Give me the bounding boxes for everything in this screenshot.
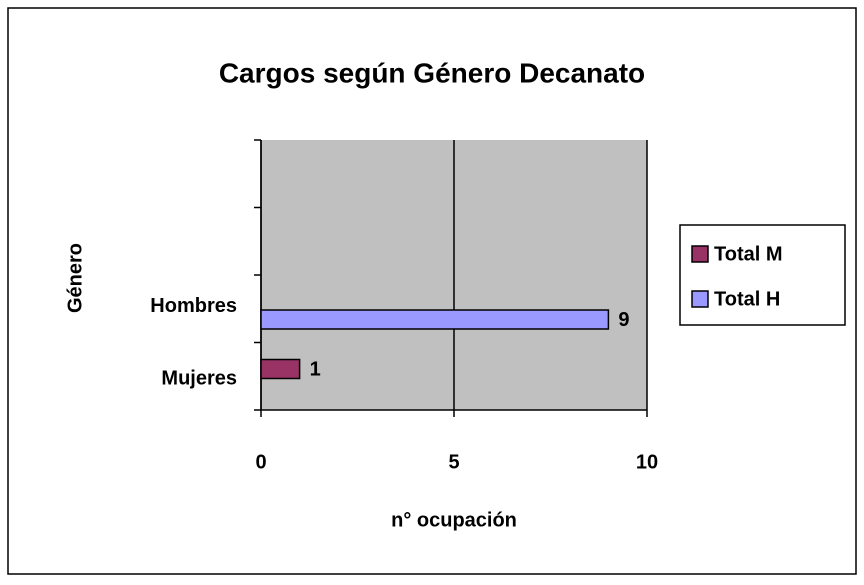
chart-title: Cargos según Género Decanato: [219, 57, 645, 88]
data-label: 9: [618, 309, 629, 331]
x-axis-label: n° ocupación: [391, 509, 517, 531]
data-label: 1: [310, 358, 321, 380]
y-tick-label: Mujeres: [161, 368, 237, 390]
legend-swatch: [691, 290, 709, 308]
bar: [260, 309, 610, 330]
x-tick-label: 5: [448, 451, 459, 473]
legend-swatch: [691, 245, 709, 263]
x-tick-label: 10: [636, 451, 658, 473]
x-tick-label: 0: [255, 451, 266, 473]
y-axis-label: Género: [64, 243, 86, 313]
legend: [679, 224, 846, 326]
legend-label: Total M: [714, 243, 783, 265]
bar: [260, 358, 301, 380]
legend-label: Total H: [714, 288, 780, 310]
y-tick-label: Hombres: [150, 295, 237, 317]
